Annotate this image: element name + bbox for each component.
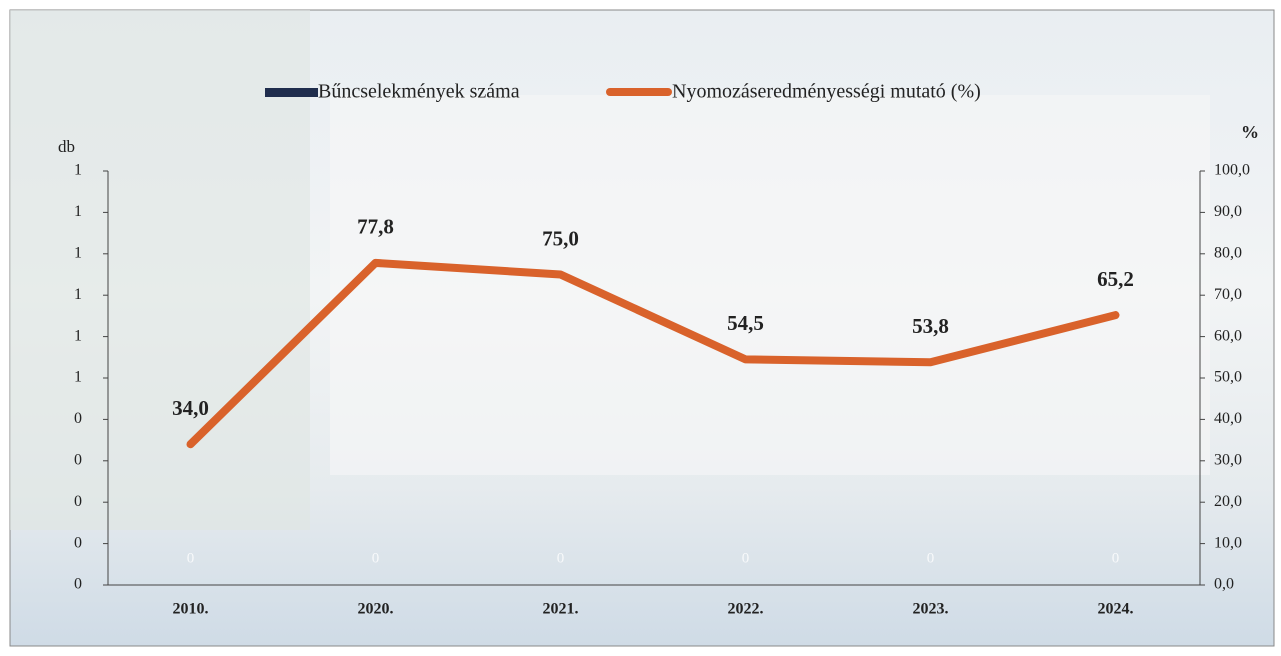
- y2-tick-label: 30,0: [1214, 451, 1242, 468]
- y2-axis-title: %: [1241, 122, 1259, 142]
- bar-value-label: 0: [742, 550, 750, 566]
- y2-tick-label: 70,0: [1214, 286, 1242, 303]
- bar-value-label: 0: [927, 550, 935, 566]
- y2-tick-label: 100,0: [1214, 162, 1250, 179]
- bar-value-label: 0: [557, 550, 565, 566]
- legend-label: Nyomozáseredményességi mutató (%): [672, 81, 981, 103]
- y-tick-label: 0: [74, 451, 82, 468]
- chart: db % 000001111110,010,020,030,040,050,06…: [0, 0, 1281, 656]
- legend-swatch: [265, 88, 318, 97]
- y-tick-label: 1: [74, 327, 82, 344]
- data-label: 77,8: [357, 215, 394, 239]
- bar-value-label: 0: [1112, 550, 1120, 566]
- data-label: 34,0: [172, 396, 209, 420]
- y-tick-label: 0: [74, 534, 82, 551]
- y-tick-label: 1: [74, 286, 82, 303]
- x-tick-label: 2010.: [173, 601, 209, 618]
- x-tick-label: 2021.: [543, 601, 579, 618]
- data-label: 54,5: [727, 311, 764, 335]
- background-building: [330, 95, 1210, 475]
- y2-tick-label: 50,0: [1214, 369, 1242, 386]
- y-tick-label: 0: [74, 410, 82, 427]
- data-label: 75,0: [542, 226, 579, 250]
- y2-tick-label: 40,0: [1214, 410, 1242, 427]
- y-tick-label: 0: [74, 576, 82, 593]
- data-label: 53,8: [912, 314, 949, 338]
- data-label: 65,2: [1097, 267, 1134, 291]
- x-tick-label: 2023.: [913, 601, 949, 618]
- y2-tick-label: 0,0: [1214, 576, 1234, 593]
- y-tick-label: 1: [74, 203, 82, 220]
- y2-tick-label: 20,0: [1214, 493, 1242, 510]
- y-tick-label: 1: [74, 162, 82, 179]
- y-tick-label: 0: [74, 493, 82, 510]
- x-tick-label: 2022.: [728, 601, 764, 618]
- y-tick-label: 1: [74, 369, 82, 386]
- y2-tick-label: 90,0: [1214, 203, 1242, 220]
- bar-value-label: 0: [372, 550, 380, 566]
- y-axis-title: db: [58, 137, 75, 156]
- x-tick-label: 2020.: [358, 601, 394, 618]
- y2-tick-label: 80,0: [1214, 244, 1242, 261]
- page: db % 000001111110,010,020,030,040,050,06…: [0, 0, 1281, 656]
- bar-value-label: 0: [187, 550, 195, 566]
- y2-tick-label: 10,0: [1214, 534, 1242, 551]
- y-tick-label: 1: [74, 244, 82, 261]
- legend-label: Bűncselekmények száma: [318, 81, 520, 103]
- y2-tick-label: 60,0: [1214, 327, 1242, 344]
- x-tick-label: 2024.: [1098, 601, 1134, 618]
